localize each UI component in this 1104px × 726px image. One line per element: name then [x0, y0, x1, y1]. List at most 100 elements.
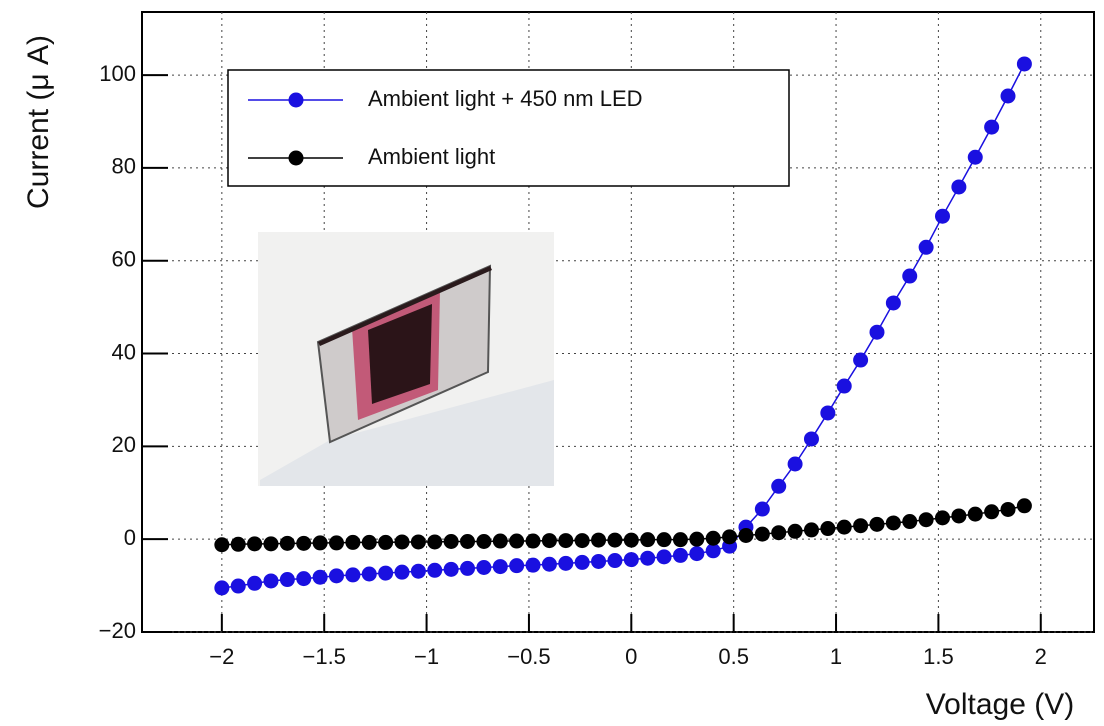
- x-tick-label: 1: [830, 644, 842, 669]
- x-tick-label: 0: [625, 644, 637, 669]
- data-point: [509, 534, 524, 549]
- data-point: [493, 534, 508, 549]
- data-point: [296, 536, 311, 551]
- y-tick-label: 0: [124, 525, 136, 550]
- data-point: [657, 549, 672, 564]
- data-point: [640, 532, 655, 547]
- data-point: [444, 562, 459, 577]
- data-point: [820, 405, 835, 420]
- x-tick-label: 1.5: [923, 644, 954, 669]
- data-point: [329, 535, 344, 550]
- data-point: [624, 533, 639, 548]
- data-point: [673, 532, 688, 547]
- data-point: [607, 533, 622, 548]
- data-point: [935, 209, 950, 224]
- chart: −2−1.5−1−0.500.511.52−20020406080100Ambi…: [0, 0, 1104, 726]
- data-point: [345, 535, 360, 550]
- data-point: [476, 560, 491, 575]
- data-point: [869, 325, 884, 340]
- data-point: [542, 533, 557, 548]
- y-tick-label: 80: [112, 154, 136, 179]
- data-point: [771, 479, 786, 494]
- data-point: [558, 556, 573, 571]
- data-point: [280, 572, 295, 587]
- data-point: [542, 557, 557, 572]
- data-point: [247, 536, 262, 551]
- data-point: [214, 580, 229, 595]
- data-point: [951, 508, 966, 523]
- data-point: [378, 535, 393, 550]
- y-axis-label: Current (μ A): [22, 35, 55, 209]
- data-point: [722, 529, 737, 544]
- data-point: [755, 527, 770, 542]
- data-point: [509, 558, 524, 573]
- data-point: [951, 179, 966, 194]
- data-point: [886, 515, 901, 530]
- data-point: [853, 518, 868, 533]
- data-point: [919, 512, 934, 527]
- data-point: [804, 431, 819, 446]
- data-point: [837, 379, 852, 394]
- data-point: [624, 552, 639, 567]
- y-tick-label: 60: [112, 247, 136, 272]
- data-point: [345, 567, 360, 582]
- data-point: [329, 568, 344, 583]
- data-point: [427, 534, 442, 549]
- data-point: [362, 566, 377, 581]
- data-point: [984, 120, 999, 135]
- data-point: [263, 536, 278, 551]
- data-point: [919, 240, 934, 255]
- data-point: [558, 533, 573, 548]
- data-point: [869, 517, 884, 532]
- data-point: [575, 555, 590, 570]
- data-point: [771, 525, 786, 540]
- data-point: [689, 532, 704, 547]
- legend-label: Ambient light + 450 nm LED: [368, 86, 643, 111]
- data-point: [591, 554, 606, 569]
- data-point: [968, 507, 983, 522]
- data-point: [313, 570, 328, 585]
- data-point: [427, 563, 442, 578]
- data-point: [689, 546, 704, 561]
- data-point: [755, 502, 770, 517]
- data-point: [313, 535, 328, 550]
- data-point: [788, 524, 803, 539]
- data-point: [673, 548, 688, 563]
- data-point: [476, 534, 491, 549]
- data-point: [591, 533, 606, 548]
- data-point: [804, 522, 819, 537]
- data-point: [902, 269, 917, 284]
- x-tick-label: 0.5: [718, 644, 749, 669]
- inset-photo: [258, 232, 554, 486]
- data-point: [231, 537, 246, 552]
- legend-marker: [289, 93, 304, 108]
- y-tick-label: 40: [112, 339, 136, 364]
- data-point: [214, 537, 229, 552]
- data-point: [460, 534, 475, 549]
- data-point: [902, 514, 917, 529]
- data-point: [640, 551, 655, 566]
- data-point: [837, 520, 852, 535]
- data-point: [788, 457, 803, 472]
- data-point: [395, 534, 410, 549]
- data-point: [526, 534, 541, 549]
- data-point: [738, 528, 753, 543]
- y-tick-label: 20: [112, 432, 136, 457]
- data-point: [526, 558, 541, 573]
- data-point: [984, 504, 999, 519]
- legend-marker: [289, 151, 304, 166]
- x-tick-label: −0.5: [507, 644, 550, 669]
- x-tick-label: −1.5: [302, 644, 345, 669]
- x-axis-label: Voltage (V): [926, 688, 1074, 721]
- data-point: [657, 532, 672, 547]
- data-point: [411, 534, 426, 549]
- data-point: [968, 150, 983, 165]
- data-point: [607, 553, 622, 568]
- y-tick-label: −20: [99, 618, 136, 643]
- data-point: [280, 536, 295, 551]
- data-point: [362, 535, 377, 550]
- data-point: [460, 561, 475, 576]
- data-point: [411, 564, 426, 579]
- data-point: [853, 353, 868, 368]
- data-point: [575, 533, 590, 548]
